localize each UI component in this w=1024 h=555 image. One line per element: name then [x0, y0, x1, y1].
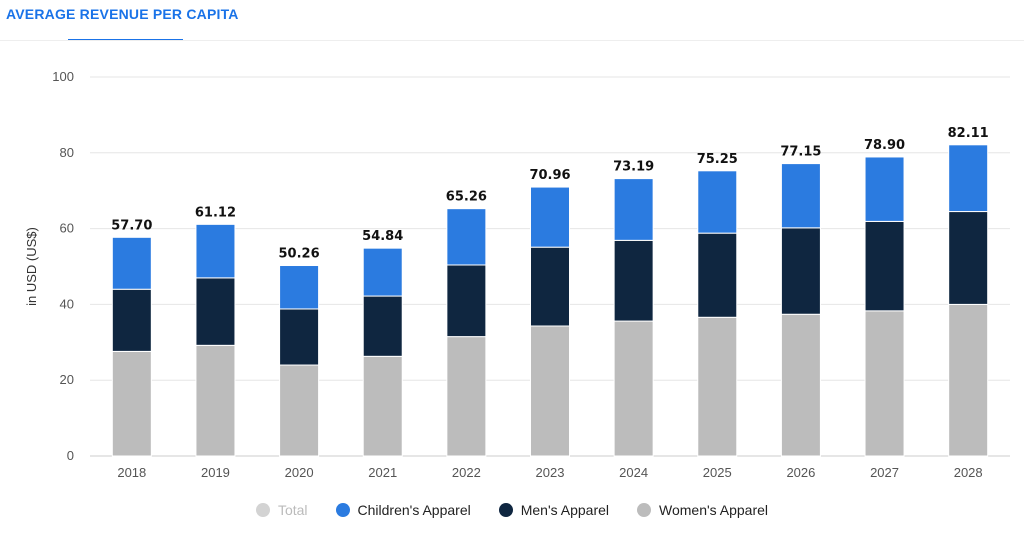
x-tick-label: 2028: [954, 465, 983, 480]
total-data-label: 82.11: [948, 126, 989, 141]
x-tick-label: 2020: [285, 465, 314, 480]
bar-men-s-apparel-2027: [864, 220, 905, 312]
bar-men-s-apparel-2020: [279, 308, 320, 366]
bar-women-s-apparel-2028: [948, 303, 989, 457]
total-data-label: 78.90: [864, 138, 905, 153]
legend-label: Women's Apparel: [659, 502, 769, 518]
bar-men-s-apparel-2021: [362, 295, 403, 357]
bar-women-s-apparel-2026: [780, 313, 821, 457]
x-tick-label: 2026: [786, 465, 815, 480]
x-tick-label: 2018: [117, 465, 146, 480]
bar-children-s-apparel-2026: [780, 163, 821, 229]
tab-divider: [0, 40, 1024, 41]
y-tick-label: 60: [60, 221, 74, 236]
x-tick-label: 2027: [870, 465, 899, 480]
bar-women-s-apparel-2021: [362, 355, 403, 457]
stacked-bar-chart: 0 20 40 60 80 100 in USD (US$) 57.70 2018 61.12 20…: [24, 69, 1010, 480]
bar-men-s-apparel-2019: [195, 277, 236, 346]
total-data-label: 57.70: [111, 218, 152, 233]
bar-women-s-apparel-2027: [864, 310, 905, 457]
y-tick-label: 40: [60, 296, 74, 311]
total-data-label: 50.26: [279, 247, 320, 262]
legend-item-childrens-apparel[interactable]: Children's Apparel: [335, 502, 471, 518]
total-data-label: 75.25: [697, 152, 738, 167]
bar-women-s-apparel-2019: [195, 344, 236, 457]
bar-children-s-apparel-2027: [864, 156, 905, 222]
bar-children-s-apparel-2021: [362, 247, 403, 297]
legend-dot-childrens-apparel: [335, 503, 350, 517]
legend-label: Children's Apparel: [357, 502, 471, 518]
bar-women-s-apparel-2020: [279, 364, 320, 457]
chart-legend: Total Children's Apparel Men's Apparel W…: [0, 502, 1024, 518]
legend-item-womens-apparel[interactable]: Women's Apparel: [637, 502, 768, 518]
bar-women-s-apparel-2018: [111, 350, 152, 457]
bar-children-s-apparel-2028: [948, 144, 989, 213]
y-tick-label: 20: [60, 372, 74, 387]
bar-men-s-apparel-2025: [697, 232, 738, 318]
legend-dot-mens-apparel: [498, 503, 513, 517]
x-tick-label: 2022: [452, 465, 481, 480]
bar-children-s-apparel-2020: [279, 265, 320, 310]
y-tick-label: 0: [67, 448, 74, 463]
bar-men-s-apparel-2022: [446, 264, 487, 338]
bar-children-s-apparel-2025: [697, 170, 738, 234]
bar-children-s-apparel-2024: [613, 178, 654, 241]
bar-women-s-apparel-2023: [530, 325, 570, 457]
legend-dot-womens-apparel: [637, 503, 651, 517]
total-data-label: 61.12: [195, 205, 236, 220]
x-tick-label: 2019: [201, 465, 230, 480]
x-tick-label: 2021: [368, 465, 397, 480]
x-tick-label: 2023: [536, 465, 565, 480]
y-tick-label: 100: [52, 69, 74, 84]
y-tick-label: 80: [60, 145, 74, 160]
legend-label: Total: [277, 502, 308, 518]
bar-men-s-apparel-2028: [948, 211, 989, 305]
total-data-label: 70.96: [529, 168, 570, 183]
bar-children-s-apparel-2018: [111, 236, 152, 290]
y-axis-label: in USD (US$): [24, 227, 39, 306]
total-data-label: 65.26: [446, 190, 487, 205]
bar-women-s-apparel-2025: [697, 316, 738, 457]
bar-children-s-apparel-2023: [530, 186, 570, 248]
chart-title-tab[interactable]: AVERAGE REVENUE PER CAPITA: [6, 6, 239, 22]
legend-item-mens-apparel[interactable]: Men's Apparel: [498, 502, 609, 518]
bar-women-s-apparel-2022: [446, 336, 487, 457]
bar-children-s-apparel-2022: [446, 208, 487, 266]
total-data-label: 73.19: [613, 160, 654, 175]
legend-dot-total: [255, 503, 270, 517]
bar-children-s-apparel-2019: [195, 223, 236, 279]
bar-men-s-apparel-2024: [613, 239, 654, 322]
total-data-label: 77.15: [780, 145, 821, 160]
bar-men-s-apparel-2026: [780, 227, 821, 315]
legend-label: Men's Apparel: [520, 502, 609, 518]
legend-item-total[interactable]: Total: [255, 502, 308, 518]
bar-men-s-apparel-2023: [530, 246, 570, 327]
total-data-label: 54.84: [362, 229, 403, 244]
x-tick-label: 2025: [703, 465, 732, 480]
bar-men-s-apparel-2018: [111, 288, 152, 352]
x-tick-label: 2024: [619, 465, 648, 480]
bar-women-s-apparel-2024: [613, 320, 654, 457]
